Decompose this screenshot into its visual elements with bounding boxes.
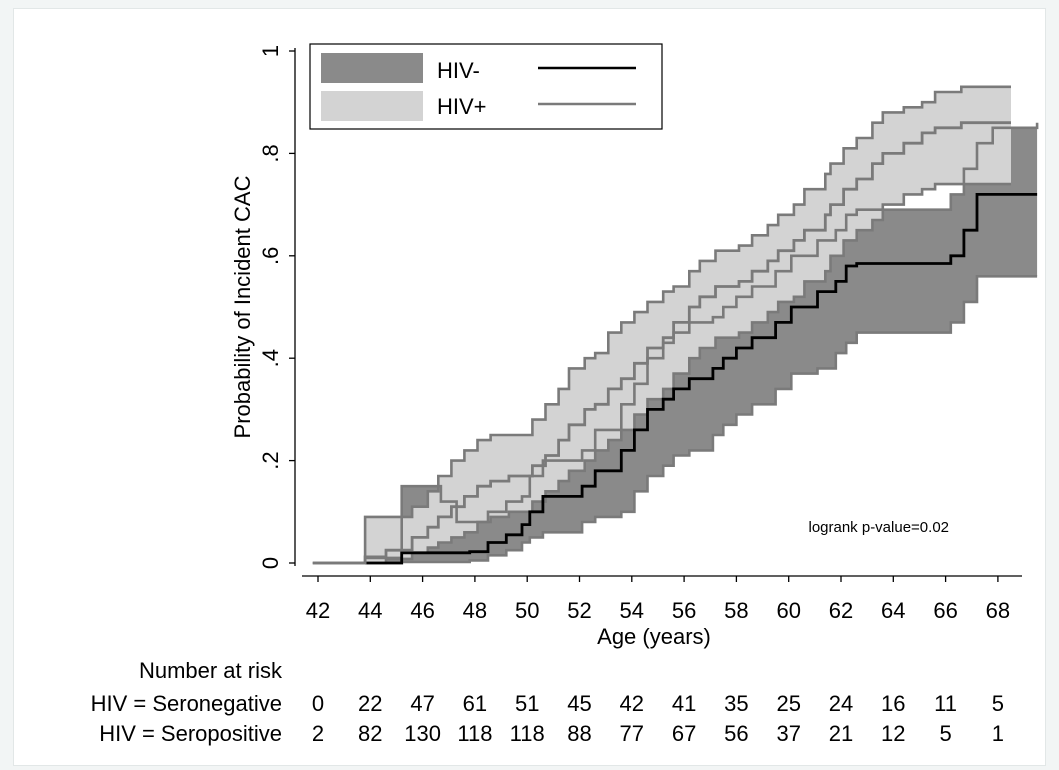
risk-row-label-seronegative: HIV = Seronegative — [91, 691, 282, 716]
risk-value: 2 — [312, 721, 324, 746]
legend-label-hiv-neg: HIV- — [437, 58, 480, 83]
risk-value: 24 — [829, 691, 853, 716]
x-tick-label: 62 — [829, 598, 853, 623]
line-hiv-neg — [365, 193, 1038, 565]
y-tick-label: .4 — [258, 349, 283, 367]
risk-value: 118 — [457, 721, 492, 746]
x-tick-label: 50 — [515, 598, 539, 623]
risk-value: 56 — [724, 721, 748, 746]
y-tick-label: 1 — [258, 45, 283, 57]
risk-value: 37 — [776, 721, 800, 746]
x-tick-label: 42 — [306, 598, 330, 623]
risk-value: 41 — [672, 691, 696, 716]
legend: HIV- HIV+ — [309, 43, 663, 130]
y-axis-title: Probability of Incident CAC — [230, 175, 255, 438]
risk-value: 5 — [992, 691, 1004, 716]
x-tick-label: 68 — [986, 598, 1010, 623]
risk-value: 25 — [776, 691, 800, 716]
risk-value: 130 — [404, 721, 441, 746]
risk-table-title: Number at risk — [139, 658, 283, 683]
risk-value: 77 — [620, 721, 644, 746]
risk-value: 1 — [992, 721, 1004, 746]
y-tick-label: .8 — [258, 144, 283, 162]
risk-value: 5 — [939, 721, 951, 746]
legend-swatch-hiv-neg — [321, 53, 423, 83]
legend-label-hiv-pos: HIV+ — [437, 94, 487, 119]
risk-value: 45 — [567, 691, 591, 716]
band-edge-hiv-neg-upper — [365, 122, 1039, 560]
risk-value: 22 — [358, 691, 382, 716]
x-tick-label: 52 — [567, 598, 591, 623]
risk-value: 88 — [567, 721, 591, 746]
y-tick-label: 0 — [258, 557, 283, 569]
x-tick-label: 56 — [672, 598, 696, 623]
x-axis-title: Age (years) — [597, 624, 711, 649]
risk-value: 16 — [881, 691, 905, 716]
x-tick-label: 46 — [410, 598, 434, 623]
y-tick-label: .2 — [258, 451, 283, 469]
risk-value: 42 — [620, 691, 644, 716]
x-tick-label: 48 — [463, 598, 487, 623]
y-tick-label: .6 — [258, 247, 283, 265]
logrank-annotation: logrank p-value=0.02 — [808, 519, 949, 536]
risk-value: 118 — [510, 721, 545, 746]
band-edge-hiv-pos-upper — [312, 85, 1011, 565]
x-tick-label: 58 — [724, 598, 748, 623]
x-tick-label: 44 — [358, 598, 382, 623]
risk-value: 67 — [672, 721, 696, 746]
risk-value: 0 — [312, 691, 324, 716]
risk-table: Number at risk HIV = Seronegative HIV = … — [91, 658, 1004, 746]
x-ticks: 42 44 46 48 50 52 54 56 58 60 62 64 66 68 — [306, 576, 1010, 623]
band-edge-hiv-neg-lower — [365, 275, 1038, 565]
x-tick-label: 66 — [933, 598, 957, 623]
line-hiv-pos — [312, 121, 1011, 565]
risk-value: 82 — [358, 721, 382, 746]
risk-value: 11 — [934, 691, 957, 716]
risk-value: 12 — [881, 721, 905, 746]
risk-value: 35 — [724, 691, 748, 716]
legend-swatch-hiv-pos — [321, 91, 423, 121]
x-tick-label: 64 — [881, 598, 905, 623]
x-tick-label: 60 — [776, 598, 800, 623]
risk-value: 61 — [463, 691, 487, 716]
y-ticks: 0 .2 .4 .6 .8 1 — [258, 45, 295, 569]
survival-lines — [312, 85, 1039, 565]
risk-value: 47 — [410, 691, 434, 716]
risk-value: 51 — [515, 691, 539, 716]
risk-row-label-seropositive: HIV = Seropositive — [99, 721, 282, 746]
risk-values: 0 22 47 61 51 45 42 41 35 25 24 16 11 52 82 130 118 118 88… — [312, 691, 1004, 746]
risk-value: 21 — [829, 721, 853, 746]
x-tick-label: 54 — [620, 598, 644, 623]
